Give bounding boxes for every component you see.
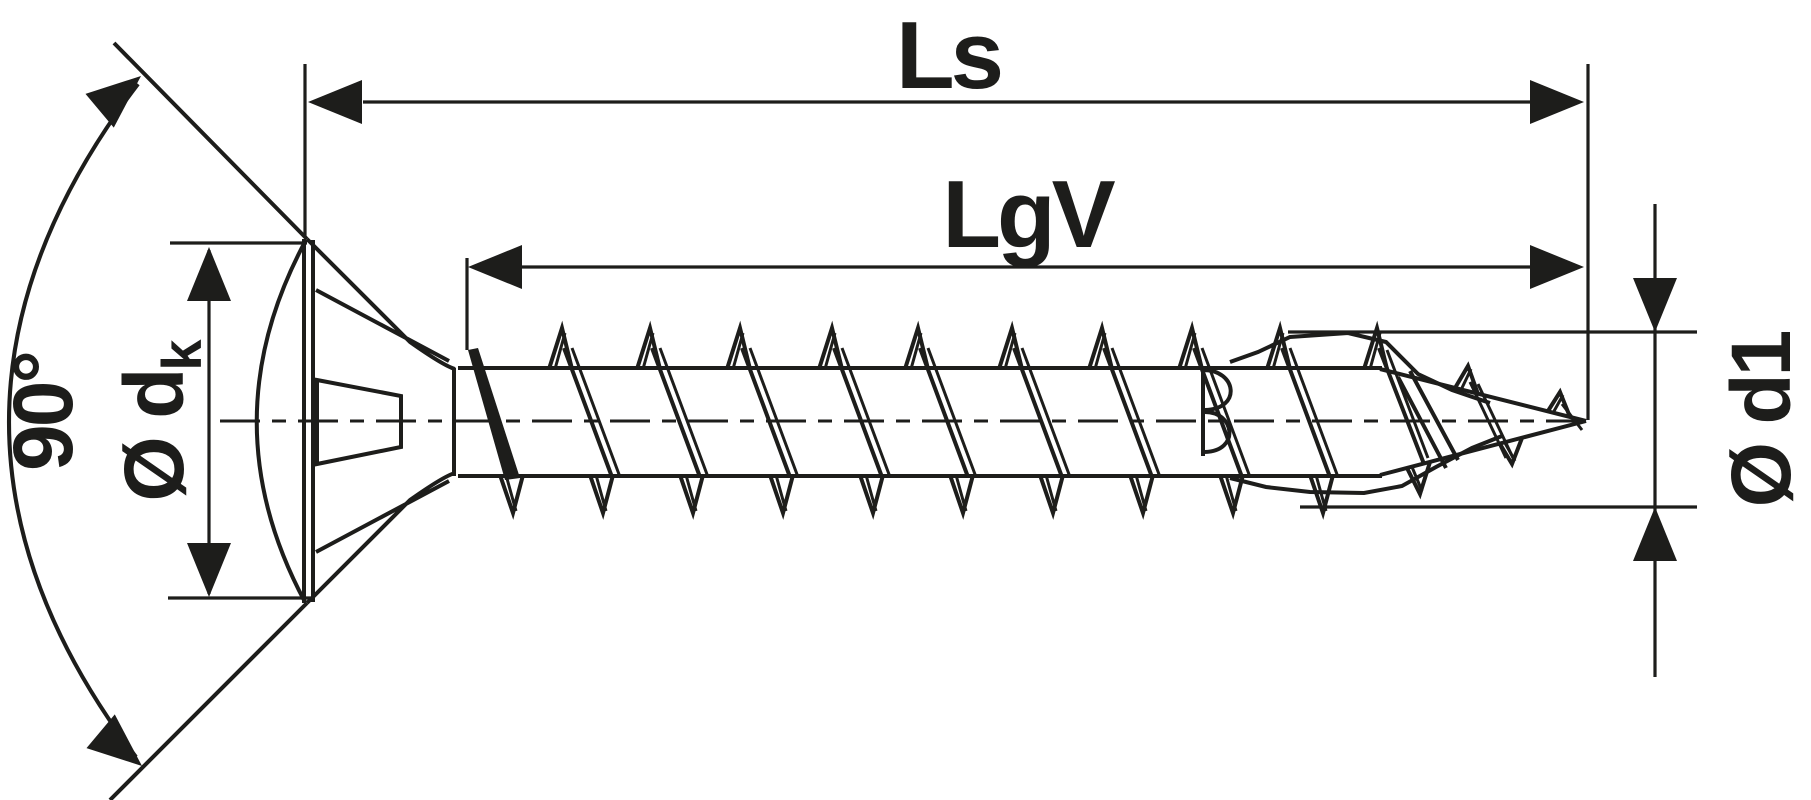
- label-head-diameter-main: Ø d: [107, 371, 201, 502]
- screw-head: [254, 237, 456, 605]
- thread-flanks-inner: [570, 347, 1430, 478]
- arrowhead-down-icon: [187, 543, 231, 597]
- arrowhead-left-icon: [468, 245, 522, 289]
- thread-crests-top-inner: [553, 332, 1382, 370]
- arrowhead-left-icon: [308, 80, 362, 124]
- arrowhead-right-icon: [1530, 80, 1584, 124]
- head-dome-arc: [254, 239, 308, 603]
- arrowhead-up-icon: [1633, 507, 1677, 561]
- arrowhead-down-icon: [1633, 278, 1677, 332]
- tip-thread-flanks: [1468, 381, 1584, 461]
- dimension-countersink-angle: 90°: [0, 59, 157, 783]
- label-head-diameter-subscript: k: [150, 339, 213, 371]
- thread-start-wedge: [468, 348, 520, 480]
- serration-profile: [1229, 330, 1503, 496]
- countersink-cone-lines: [108, 41, 309, 800]
- label-screw-length: Ls: [896, 2, 1001, 109]
- angle-arc: [7, 82, 140, 759]
- label-thread-length: LgV: [942, 161, 1115, 268]
- arrowhead-bottom-icon: [86, 714, 157, 783]
- arrowhead-right-icon: [1530, 245, 1584, 289]
- thread-crests-bottom-inner: [504, 474, 1328, 512]
- label-countersink-angle: 90°: [0, 353, 90, 471]
- thread-crests-bottom: [498, 474, 1335, 520]
- arrowhead-up-icon: [187, 247, 231, 301]
- screw-outline: [108, 41, 1594, 800]
- head-cone-surfaces: [305, 237, 456, 605]
- tip-thread-crests-inner: [1410, 368, 1565, 492]
- dimension-screw-length: Ls: [303, 2, 1590, 420]
- tip-thread-crests: [1405, 361, 1572, 500]
- serration-start-detail: [1201, 366, 1233, 456]
- arrowhead-top-icon: [85, 59, 156, 128]
- screw-thread: [468, 320, 1430, 520]
- thread-crests-top: [547, 320, 1389, 370]
- dimension-thread-length: LgV: [465, 161, 1584, 350]
- drive-recess-profile: [315, 377, 403, 467]
- label-head-diameter: Ø dk: [107, 339, 213, 502]
- dimension-head-diameter: Ø dk: [107, 241, 315, 600]
- dimension-thread-diameter: Ø d1: [1288, 204, 1808, 677]
- thread-flanks: [562, 347, 1426, 478]
- label-thread-diameter: Ø d1: [1714, 331, 1808, 507]
- screw-tip: [1201, 330, 1587, 500]
- head-face-lines: [302, 239, 315, 603]
